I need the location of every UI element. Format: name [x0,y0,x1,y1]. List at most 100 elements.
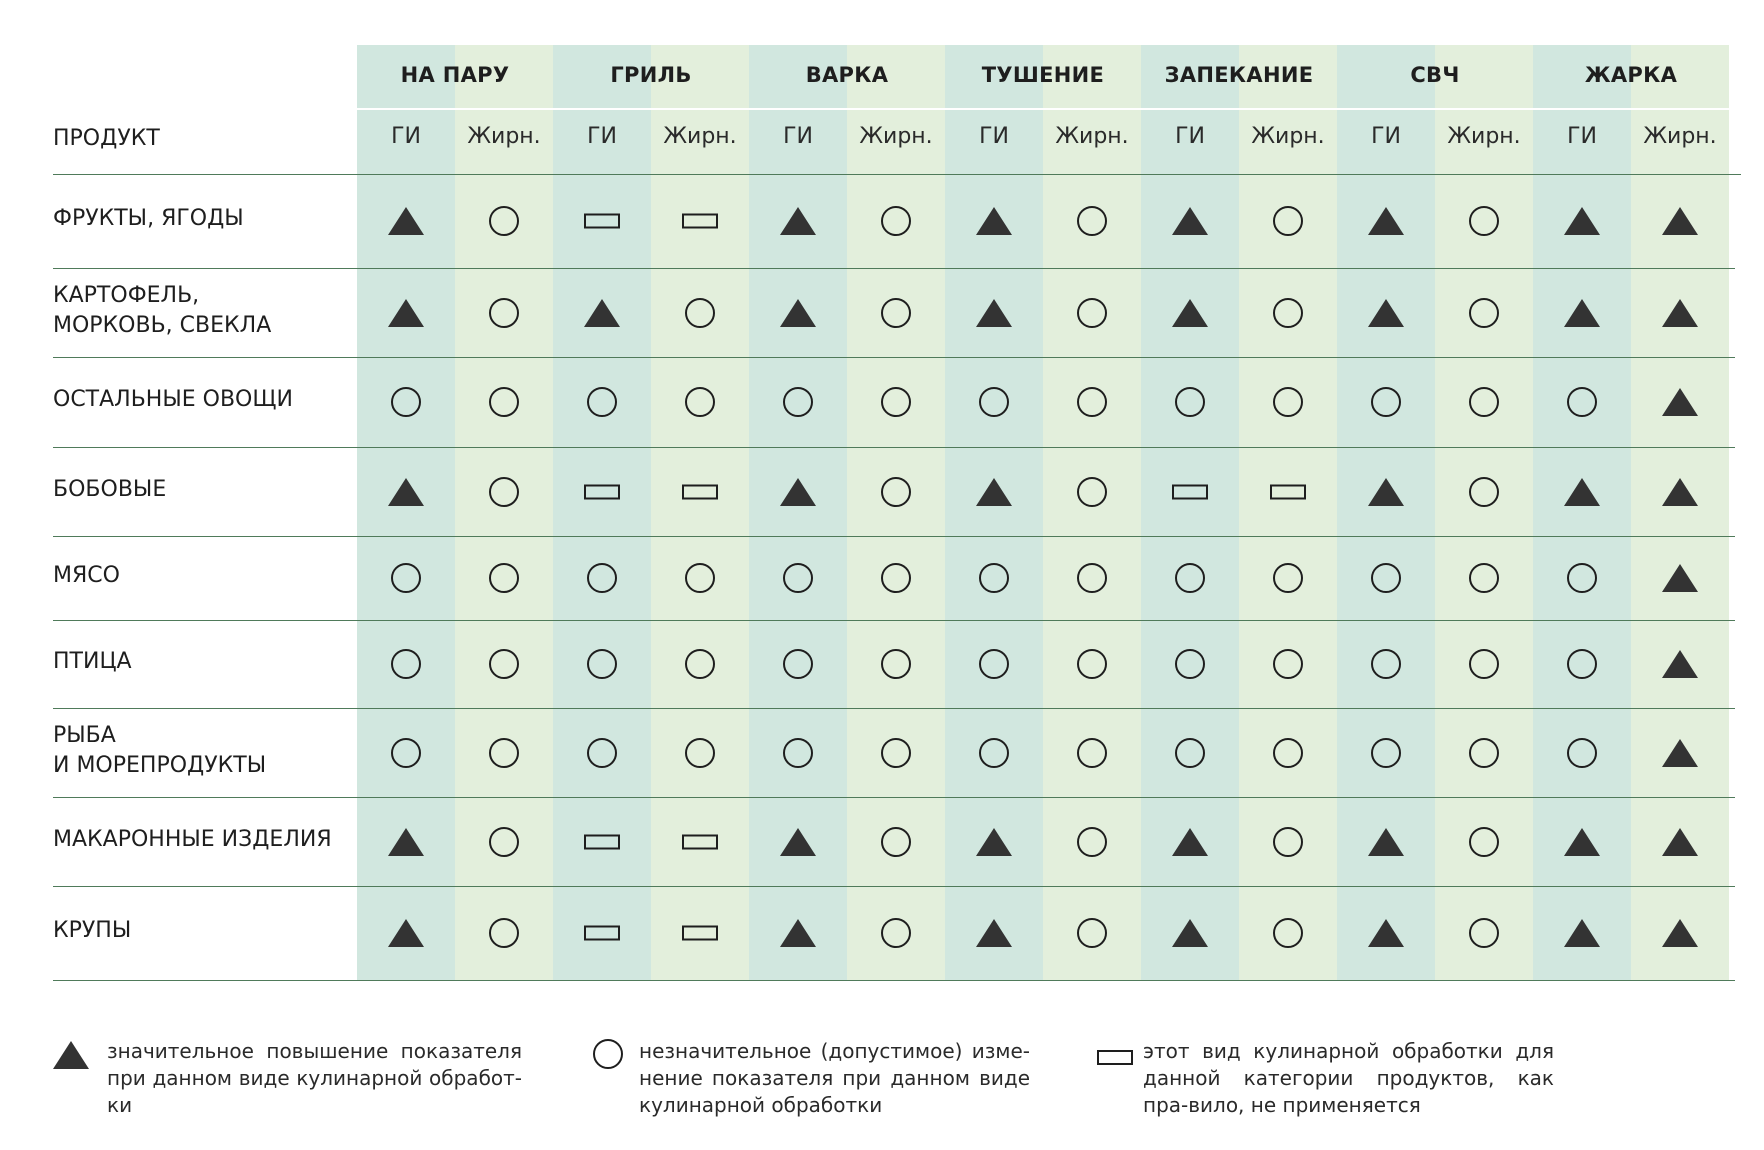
table-cell [1337,723,1435,783]
circle-icon [1273,387,1303,417]
method-header: НА ПАРУ [400,63,510,87]
triangle-icon [584,298,620,327]
circle-icon [881,476,911,507]
rectangle-icon [1097,1050,1133,1065]
column-background [1337,45,1435,980]
table-cell [455,812,553,872]
circle-icon [587,563,617,593]
table-cell [749,283,847,343]
table-cell [455,548,553,608]
table-cell [1533,191,1631,251]
circle-icon [1077,476,1107,507]
triangle-icon [780,919,816,947]
circle-icon [1175,737,1205,768]
triangle-icon [1564,827,1600,856]
circle-icon [593,1039,623,1069]
circle-icon [1273,737,1303,768]
table-cell [1435,462,1533,522]
table-cell [1239,283,1337,343]
triangle-icon [976,477,1012,506]
table-cell [455,283,553,343]
row-label: КАРТОФЕЛЬ, МОРКОВЬ, СВЕКЛА [53,282,272,338]
table-cell [651,903,749,963]
table-cell [1337,812,1435,872]
triangle-icon [1662,207,1698,235]
table-cell [651,723,749,783]
triangle-icon [976,827,1012,856]
circle-icon [1469,387,1499,417]
table-cell [1239,191,1337,251]
triangle-icon [388,919,424,947]
product-column-header: ПРОДУКТ [53,126,160,151]
circle-icon [1371,563,1401,593]
table-cell [945,634,1043,694]
rectangle-icon [682,484,718,499]
circle-icon [881,737,911,768]
row-divider [53,268,1735,269]
table-cell [1435,372,1533,432]
triangle-icon [1172,207,1208,235]
table-cell [847,812,945,872]
table-cell [1435,903,1533,963]
table-cell [455,372,553,432]
circle-icon [1077,649,1107,679]
table-cell [553,462,651,522]
table-cell [1141,634,1239,694]
row-label: МЯСО [53,563,120,588]
table-cell [553,548,651,608]
table-cell [945,462,1043,522]
gi-subheader: ГИ [587,124,617,149]
table-cell [945,812,1043,872]
circle-icon [587,387,617,417]
triangle-icon [1368,827,1404,856]
circle-icon [489,737,519,768]
row-divider [53,357,1735,358]
table-cell [1631,548,1729,608]
fat-subheader: Жирн. [1643,124,1717,149]
table-cell [945,372,1043,432]
table-cell [1337,191,1435,251]
gi-subheader: ГИ [1567,124,1597,149]
table-cell [357,634,455,694]
table-cell [455,903,553,963]
gi-subheader: ГИ [391,124,421,149]
row-label: ФРУКТЫ, ЯГОДЫ [53,206,244,231]
table-cell [1141,548,1239,608]
circle-icon [881,297,911,328]
column-background [357,45,455,980]
table-cell [1631,634,1729,694]
table-cell [1239,723,1337,783]
circle-icon [783,387,813,417]
table-cell [1239,372,1337,432]
circle-icon [1469,918,1499,948]
table-cell [1141,462,1239,522]
triangle-icon [1172,298,1208,327]
circle-icon [979,737,1009,768]
table-cell [847,372,945,432]
method-header: СВЧ [1410,63,1460,87]
fat-subheader: Жирн. [859,124,933,149]
table-cell [651,548,749,608]
table-cell [1631,462,1729,522]
circle-icon [1567,563,1597,593]
table-cell [357,283,455,343]
fat-subheader: Жирн. [1447,124,1521,149]
table-cell [1533,548,1631,608]
table-cell [945,903,1043,963]
circle-icon [1273,206,1303,236]
circle-icon [391,649,421,679]
table-cell [651,634,749,694]
table-cell [1533,462,1631,522]
row-divider [53,447,1735,448]
table-cell [1141,283,1239,343]
table-cell [357,548,455,608]
circle-icon [685,737,715,768]
triangle-icon [976,298,1012,327]
table-cell [1043,723,1141,783]
triangle-icon [388,477,424,506]
circle-icon [1567,387,1597,417]
triangle-icon [1564,477,1600,506]
table-cell [1239,634,1337,694]
table-cell [651,191,749,251]
circle-icon [685,649,715,679]
